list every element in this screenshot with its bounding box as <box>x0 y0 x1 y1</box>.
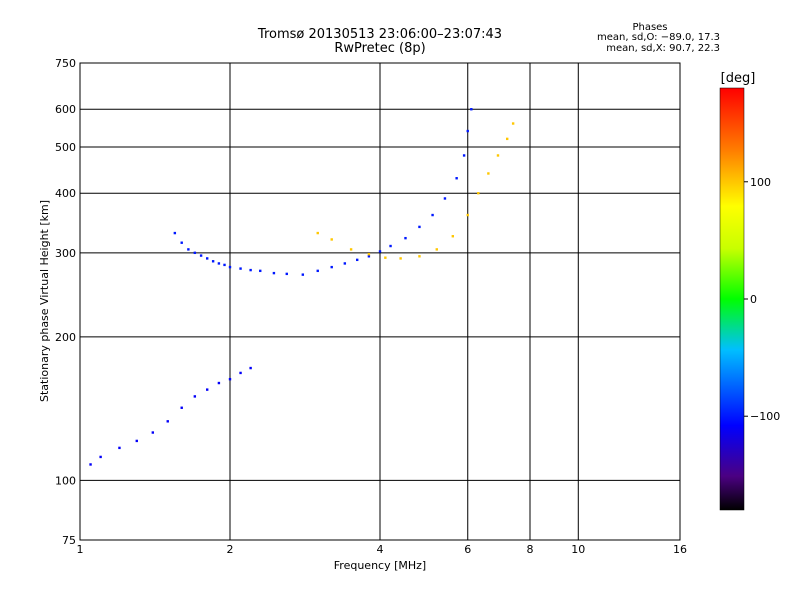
y-tick-label: 75 <box>62 534 76 547</box>
y-tick-label: 400 <box>55 187 76 200</box>
data-point <box>399 257 402 260</box>
data-point <box>249 366 252 370</box>
data-point <box>99 455 102 459</box>
data-point <box>166 420 169 423</box>
data-point <box>349 248 353 251</box>
data-point <box>435 248 438 251</box>
colorbar-tick-label: −100 <box>750 410 780 423</box>
data-point <box>466 213 469 217</box>
x-tick-label: 8 <box>527 543 534 556</box>
data-point <box>511 122 515 125</box>
data-point <box>211 260 215 263</box>
x-tick-label: 10 <box>571 543 585 556</box>
data-point <box>118 446 121 450</box>
data-point <box>443 197 447 200</box>
data-point <box>316 231 319 235</box>
colorbar-ticks: −100 0 100 <box>744 176 780 423</box>
data-point <box>367 255 371 258</box>
data-point <box>217 262 221 265</box>
x-ticks: 1 2 4 6 8 10 16 <box>77 543 688 556</box>
x-tick-label: 1 <box>77 543 84 556</box>
data-point <box>404 236 407 240</box>
data-point <box>239 267 242 270</box>
stats-heading: Phases <box>632 22 668 33</box>
data-point <box>418 225 421 229</box>
data-point <box>477 192 480 195</box>
data-point <box>431 213 434 217</box>
y-axis-label: Stationary phase Virtual Height [km] <box>38 200 51 402</box>
data-point <box>193 251 197 255</box>
data-points <box>89 108 515 466</box>
data-point <box>466 129 469 133</box>
data-point <box>389 244 392 248</box>
data-point <box>316 269 319 273</box>
x-tick-label: 6 <box>464 543 471 556</box>
data-point <box>217 381 221 385</box>
data-point <box>272 271 276 275</box>
data-point <box>151 431 155 434</box>
data-point <box>470 108 473 111</box>
stats-o-mode: mean, sd,O: −89.0, 17.3 <box>597 32 720 43</box>
y-tick-label: 600 <box>55 103 76 116</box>
data-point <box>180 406 183 409</box>
data-point <box>187 248 190 251</box>
x-tick-label: 16 <box>673 543 687 556</box>
data-point <box>462 154 466 157</box>
grid-lines <box>80 63 680 540</box>
data-point <box>496 154 500 157</box>
stats-x-mode: mean, sd,X: 90.7, 22.3 <box>606 43 720 54</box>
x-tick-label: 4 <box>377 543 384 556</box>
data-point <box>355 258 359 262</box>
y-tick-label: 750 <box>55 57 76 70</box>
colorbar-tick-label: 0 <box>750 293 757 306</box>
data-point <box>384 256 387 259</box>
data-point <box>505 137 509 141</box>
data-point <box>378 250 382 253</box>
data-point <box>487 172 490 175</box>
chart-subtitle: RwPretec (8p) <box>334 41 426 56</box>
data-point <box>223 263 226 267</box>
data-point <box>199 254 203 257</box>
data-point <box>180 241 183 244</box>
data-point <box>228 377 232 381</box>
data-point <box>301 273 305 276</box>
y-tick-label: 100 <box>55 474 76 487</box>
chart-title: Tromsø 20130513 23:06:00–23:07:43 <box>257 27 503 42</box>
data-point <box>228 265 232 269</box>
y-tick-label: 500 <box>55 141 76 154</box>
data-point <box>418 255 421 258</box>
data-point <box>173 231 177 235</box>
x-axis-label: Frequency [MHz] <box>334 559 426 572</box>
data-point <box>330 238 333 241</box>
data-point <box>89 463 92 466</box>
colorbar-label: [deg] <box>720 71 756 86</box>
colorbar-tick-label: 100 <box>750 176 771 189</box>
y-ticks: 75 100 200 300 400 500 600 750 <box>55 57 76 547</box>
data-point <box>330 265 333 269</box>
data-point <box>285 272 288 276</box>
data-point <box>455 177 458 180</box>
x-tick-label: 2 <box>227 543 234 556</box>
y-tick-label: 300 <box>55 247 76 260</box>
data-point <box>239 371 242 375</box>
data-point <box>343 262 347 265</box>
data-point <box>259 269 262 273</box>
data-point <box>193 395 197 398</box>
data-point <box>135 439 138 443</box>
y-tick-label: 200 <box>55 331 76 344</box>
data-point <box>205 388 209 391</box>
data-point <box>451 235 455 238</box>
data-point <box>205 257 209 260</box>
data-point <box>367 253 371 256</box>
data-point <box>249 268 252 272</box>
colorbar <box>719 87 745 511</box>
